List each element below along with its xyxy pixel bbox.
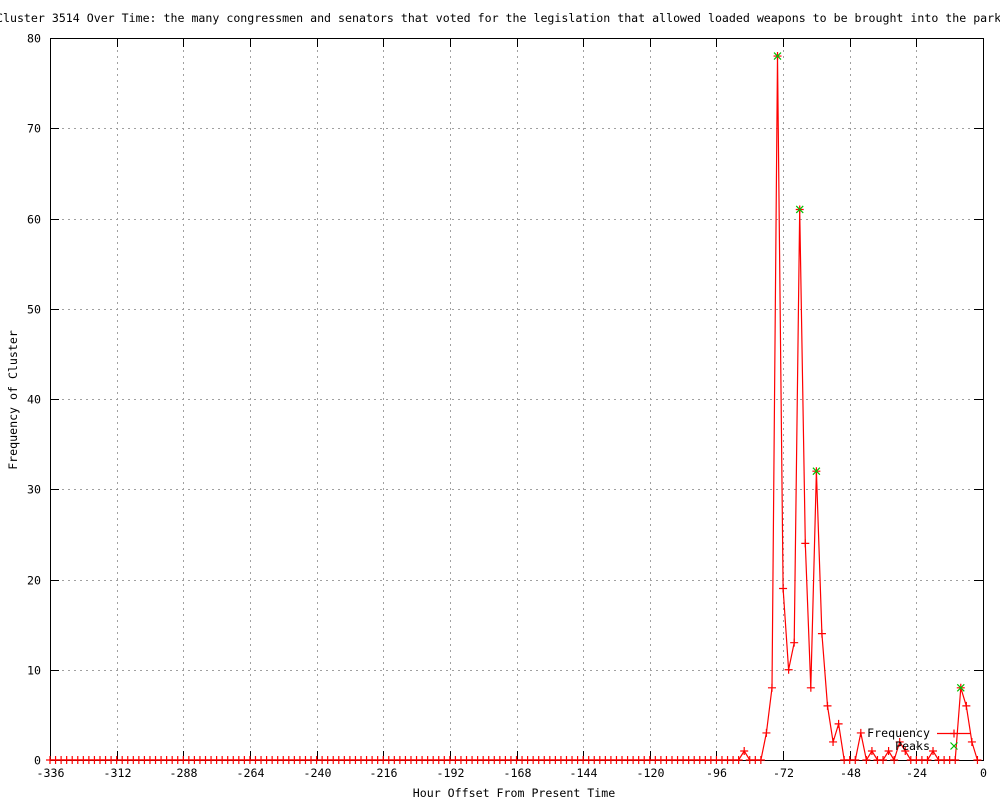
- frequency-point: [901, 746, 910, 755]
- x-tick-label: -168: [504, 766, 532, 780]
- frequency-point: [834, 719, 843, 728]
- x-tick-label: -144: [570, 766, 598, 780]
- frequency-point: [856, 728, 865, 737]
- frequency-point: [790, 638, 799, 647]
- legend-marker-peaks: [950, 742, 958, 750]
- x-tick-label: -120: [637, 766, 665, 780]
- y-tick-label: 0: [34, 754, 41, 768]
- y-tick-label: 70: [27, 122, 41, 136]
- x-tick-label: -192: [437, 766, 465, 780]
- y-tick-label: 60: [27, 213, 41, 227]
- frequency-point: [829, 737, 838, 746]
- frequency-point: [756, 756, 765, 764]
- frequency-point: [923, 756, 932, 764]
- peak-point: [956, 683, 965, 692]
- frequency-point: [801, 539, 810, 548]
- x-tick-label: -336: [37, 766, 65, 780]
- frequency-point: [895, 737, 904, 746]
- series: [46, 52, 982, 764]
- frequency-point: [973, 756, 982, 764]
- frequency-point: [890, 756, 899, 764]
- grid: [50, 38, 983, 760]
- frequency-point: [734, 756, 743, 764]
- frequency-point: [867, 746, 876, 755]
- x-tick-label: -240: [304, 766, 332, 780]
- legend-label-peaks: Peaks: [895, 739, 930, 753]
- frequency-point: [851, 756, 860, 764]
- frequency-point: [884, 746, 893, 755]
- x-tick-label: -24: [906, 766, 927, 780]
- frequency-point: [962, 701, 971, 710]
- peak-point: [795, 205, 804, 214]
- chart-title: Cluster 3514 Over Time: the many congres…: [0, 11, 1000, 25]
- frequency-point: [762, 728, 771, 737]
- peak-point: [812, 467, 821, 476]
- frequency-point: [967, 737, 976, 746]
- x-tick-label: -288: [170, 766, 198, 780]
- y-tick-label: 80: [27, 32, 41, 46]
- frequency-point: [951, 756, 960, 764]
- frequency-point: [779, 584, 788, 593]
- legend-label-frequency: Frequency: [867, 726, 930, 740]
- frequency-point: [823, 701, 832, 710]
- x-tick-label: 0: [980, 766, 987, 780]
- x-axis-label: Hour Offset From Present Time: [413, 786, 615, 800]
- x-tick-label: -72: [773, 766, 794, 780]
- x-tick-label: -48: [840, 766, 861, 780]
- y-tick-label: 20: [27, 574, 41, 588]
- legend-marker-frequency: [950, 729, 958, 738]
- frequency-point: [740, 746, 749, 755]
- y-tick-label: 50: [27, 303, 41, 317]
- x-tick-label: -264: [237, 766, 265, 780]
- legend: Frequency Peaks: [867, 726, 971, 753]
- frequency-point: [862, 756, 871, 764]
- y-tick-label: 40: [27, 393, 41, 407]
- x-tick-label: -312: [104, 766, 132, 780]
- x-tick-label: -216: [370, 766, 398, 780]
- frequency-point: [784, 665, 793, 674]
- frequency-point: [806, 683, 815, 692]
- y-axis-label: Frequency of Cluster: [6, 330, 20, 470]
- x-tick-label: -96: [706, 766, 727, 780]
- frequency-point: [767, 683, 776, 692]
- frequency-point: [929, 746, 938, 755]
- frequency-point: [879, 756, 888, 764]
- frequency-line: [50, 56, 978, 762]
- peak-point: [773, 52, 782, 60]
- frequency-point: [817, 629, 826, 638]
- y-tick-label: 10: [27, 664, 41, 678]
- y-tick-label: 30: [27, 483, 41, 497]
